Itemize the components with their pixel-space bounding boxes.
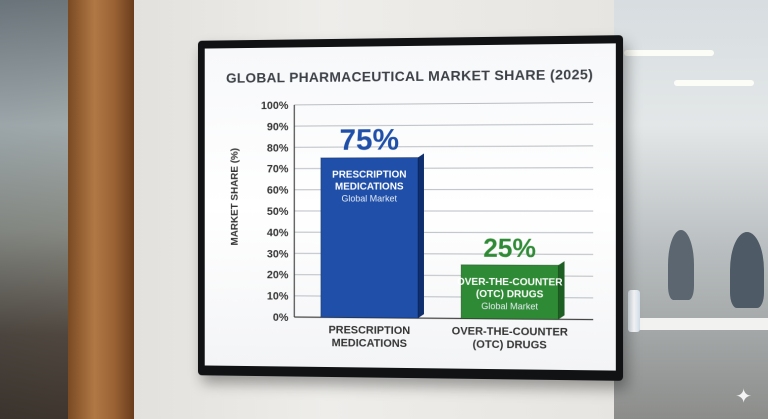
y-tick-label: 60%	[267, 185, 289, 197]
x-category-label: (OTC) DRUGS	[473, 339, 547, 352]
background-desk	[640, 318, 768, 330]
background-office-left	[0, 0, 75, 419]
y-tick-label: 30%	[267, 248, 289, 260]
sparkle-icon: ✦	[735, 386, 752, 408]
y-tick-label: 100%	[261, 100, 289, 112]
y-tick-label: 70%	[267, 164, 289, 176]
x-category-label: OVER-THE-COUNTER	[452, 325, 568, 338]
y-tick-label: 0%	[273, 312, 289, 324]
y-tick-label: 80%	[267, 142, 289, 154]
y-tick-label: 90%	[267, 121, 289, 133]
background-person	[668, 230, 694, 300]
y-tick-label: 50%	[267, 206, 289, 218]
bar-inner-sublabel: Global Market	[481, 301, 538, 312]
background-wood-door-frame	[68, 0, 134, 419]
background-office-right	[614, 0, 768, 419]
y-tick-label: 20%	[267, 269, 289, 281]
y-tick-label: 10%	[267, 291, 289, 303]
bar-value-label: 25%	[483, 234, 536, 263]
bar-inner-label: MEDICATIONS	[335, 181, 404, 192]
bar-side	[558, 261, 565, 320]
gridline	[294, 102, 593, 104]
wall-monitor: GLOBAL PHARMACEUTICAL MARKET SHARE (2025…	[197, 35, 624, 381]
water-bottle	[628, 290, 640, 332]
x-category-label: PRESCRIPTION	[328, 324, 410, 337]
ceiling-light	[624, 50, 714, 56]
bar	[461, 265, 558, 320]
bar-inner-label: (OTC) DRUGS	[476, 289, 544, 301]
ceiling-light	[674, 80, 754, 86]
bar	[321, 157, 418, 318]
chart-screen: GLOBAL PHARMACEUTICAL MARKET SHARE (2025…	[204, 43, 616, 371]
bar-inner-sublabel: Global Market	[342, 193, 398, 203]
bar-inner-label: PRESCRIPTION	[332, 169, 406, 180]
bar-inner-label: OVER-THE-COUNTER	[457, 277, 563, 289]
bar-side	[417, 153, 424, 318]
x-category-label: MEDICATIONS	[332, 337, 407, 350]
bar-value-label: 75%	[340, 123, 400, 157]
bar-chart: 0% 10% 20% 30% 40% 50% 60% 70% 80% 90% 100% 75% PRES…	[261, 100, 616, 352]
background-person	[730, 232, 764, 308]
y-tick-label: 40%	[267, 227, 289, 239]
